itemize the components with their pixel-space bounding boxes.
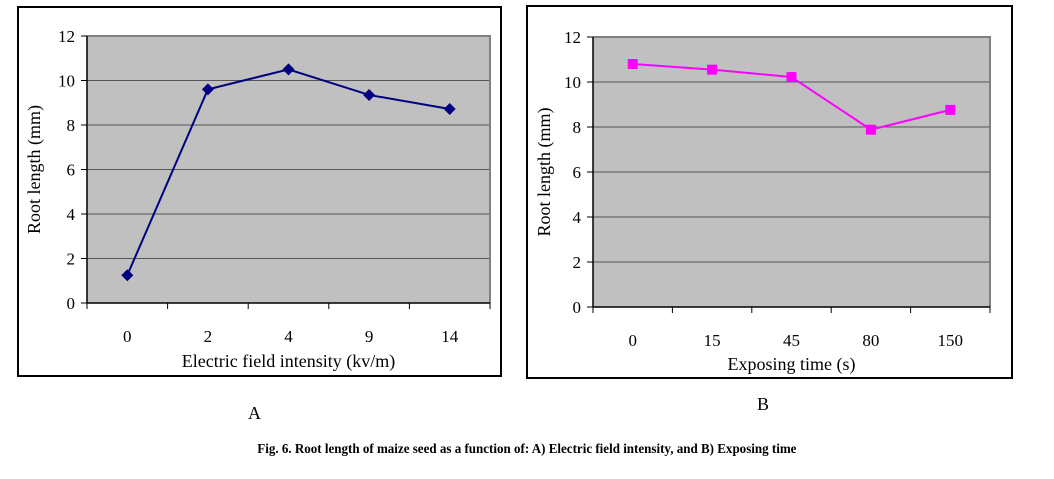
chart-b-x-tick-label: 150: [938, 331, 964, 350]
chart-a-y-tick-label: 12: [58, 27, 75, 46]
chart-a-y-tick-label: 6: [67, 161, 76, 180]
chart-a-y-tick-label: 10: [58, 72, 75, 91]
chart-b-y-tick-label: 4: [573, 208, 582, 227]
chart-a-y-tick-label: 0: [67, 294, 76, 313]
chart-a-y-axis-title: Root length (mm): [24, 105, 45, 234]
chart-a-y-tick-label: 2: [67, 250, 76, 269]
chart-b-data-point: [865, 124, 876, 135]
chart-a-data-point: [201, 83, 214, 96]
chart-b-y-tick-label: 0: [573, 298, 582, 317]
chart-b-y-axis-title: Root length (mm): [534, 108, 555, 237]
chart-a-x-tick-label: 2: [204, 327, 213, 346]
chart-b-y-tick-label: 6: [573, 163, 582, 182]
chart-b-x-tick-label: 0: [628, 331, 637, 350]
chart-a-y-tick-label: 8: [67, 116, 76, 135]
chart-a-x-axis-title: Electric field intensity (kv/m): [182, 351, 395, 372]
chart-b-x-tick-label: 15: [704, 331, 721, 350]
chart-b-y-tick-label: 10: [564, 73, 581, 92]
chart-b-x-tick-label: 80: [862, 331, 879, 350]
chart-a-data-point: [121, 269, 134, 282]
panel-label-b: B: [757, 394, 770, 414]
panel-label-a: A: [248, 403, 261, 423]
chart-b-y-tick-label: 2: [573, 253, 582, 272]
chart-a-y-tick-label: 4: [67, 205, 76, 224]
chart-b-data-point: [707, 64, 718, 75]
chart-b-y-tick-label: 8: [573, 118, 582, 137]
chart-b-y-tick-label: 12: [564, 28, 581, 47]
chart-b-data-point: [627, 59, 638, 69]
figure-caption: Fig. 6. Root length of maize seed as a f…: [257, 442, 797, 457]
chart-b-data-point: [945, 104, 956, 115]
chart-a-data-point: [363, 88, 376, 101]
chart-b-plot-border: [593, 36, 991, 307]
chart-a-x-tick-label: 4: [284, 327, 293, 346]
chart-b-x-tick-label: 45: [783, 331, 800, 350]
chart-a-x-tick-label: 0: [123, 327, 132, 346]
chart-a-x-tick-label: 14: [441, 327, 459, 346]
chart-a-x-tick-label: 9: [365, 327, 374, 346]
chart-a-data-point: [443, 102, 456, 115]
chart-a-plot-border: [87, 35, 491, 303]
chart-a-data-point: [282, 63, 295, 76]
chart-b-data-point: [786, 72, 797, 83]
chart-b-x-axis-title: Exposing time (s): [728, 354, 856, 375]
